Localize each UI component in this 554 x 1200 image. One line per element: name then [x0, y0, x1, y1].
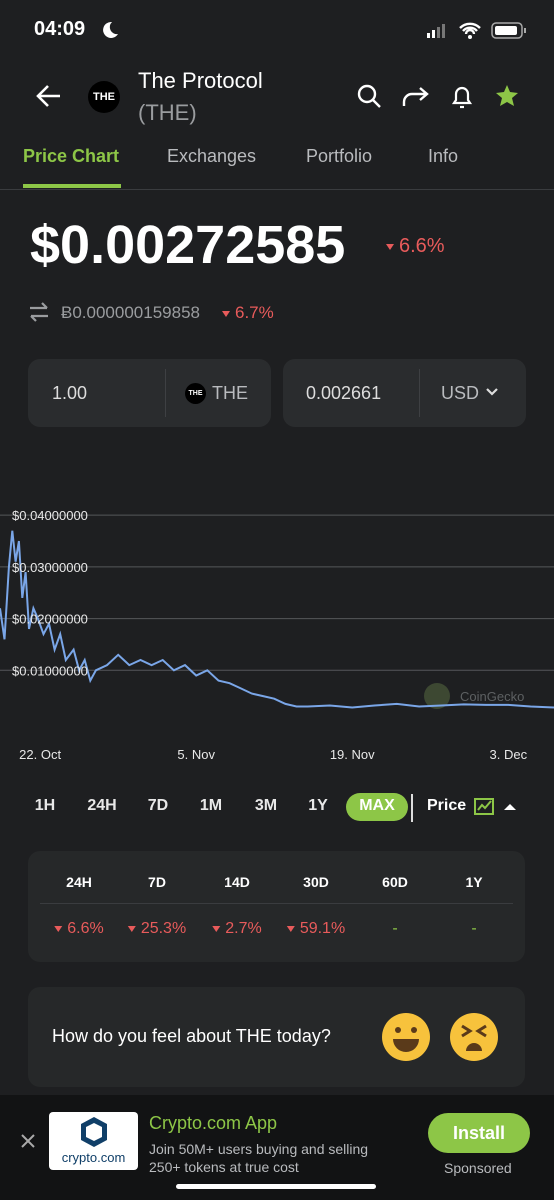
btc-change: 6.7%: [222, 303, 274, 323]
ad-logo-mark: [81, 1117, 107, 1147]
change-cell: -: [392, 920, 397, 938]
coin-logo-small: THE: [185, 383, 206, 404]
btc-change-value: 6.7%: [235, 303, 274, 322]
y-tick-label: $0.03000000: [12, 560, 88, 575]
change-table: [28, 851, 525, 962]
dropdown-icon: [486, 388, 498, 396]
divider: [0, 189, 554, 190]
change-cell: 25.3%: [127, 920, 187, 938]
down-arrow: [127, 925, 136, 932]
tab[interactable]: Portfolio: [306, 146, 373, 166]
change-value: 6.6%: [67, 920, 104, 937]
y-tick-label: $0.04000000: [12, 508, 88, 523]
y-tick-label: $0.02000000: [12, 612, 88, 627]
coin-name: The Protocol: [138, 68, 263, 93]
result-input[interactable]: 0.002661 USD: [283, 359, 526, 427]
range-button[interactable]: 7D: [147, 797, 169, 814]
result: 0.002661: [306, 383, 382, 403]
install-button[interactable]: Install: [428, 1113, 530, 1153]
sentiment-card: How do you feel about THE today?: [28, 987, 525, 1087]
back-button[interactable]: [34, 82, 64, 110]
x-tick-label: 5. Nov: [177, 747, 215, 762]
change-header: 14D: [224, 874, 250, 890]
price-change: 6.6%: [386, 235, 445, 258]
down-arrow: [286, 925, 295, 932]
range-button[interactable]: 3M: [254, 797, 278, 814]
active-range-pill: [346, 793, 408, 821]
separator: [165, 369, 166, 417]
tab[interactable]: Price Chart: [23, 146, 120, 166]
x-tick-label: 19. Nov: [330, 747, 375, 762]
change-header: 7D: [148, 874, 166, 890]
range-button[interactable]: 1M: [199, 797, 223, 814]
watermark: CoinGecko: [460, 689, 524, 704]
currency: USD: [441, 383, 480, 403]
change-cell: 59.1%: [286, 920, 346, 938]
share-button[interactable]: [402, 87, 429, 106]
change-value: -: [392, 920, 398, 937]
change-cell: 2.7%: [212, 920, 262, 938]
sentiment-buttons: [382, 1013, 498, 1061]
ad-banner: crypto.com Crypto.com App Join 50M+ user…: [0, 1095, 554, 1200]
price-chart: CoinGecko $0.01000000 $0.02000000 $0.030000…: [0, 508, 554, 762]
tab[interactable]: Info: [428, 146, 459, 166]
coin-code: THE: [212, 383, 248, 403]
x-tick-label: 3. Dec: [490, 747, 528, 762]
alert-button[interactable]: [451, 86, 473, 109]
separator: [419, 369, 420, 417]
happy-button[interactable]: [382, 1013, 430, 1061]
status-icons: [427, 22, 526, 39]
separator: [411, 794, 413, 822]
tab[interactable]: Exchanges: [167, 146, 257, 166]
btc-price: Ƀ0.000000159858: [61, 303, 200, 322]
range-button[interactable]: 1Y: [308, 797, 328, 814]
sentiment-question: How do you feel about THE today?: [52, 1026, 331, 1046]
ad-text: Join 50M+ users buying and selling 250+ …: [149, 1141, 369, 1175]
coin-symbol: (THE): [138, 100, 197, 125]
amount: 1.00: [52, 383, 88, 403]
sponsored-label: Sponsored: [444, 1160, 512, 1176]
range-button[interactable]: 1H: [34, 797, 56, 814]
favorite-button[interactable]: [496, 85, 518, 106]
home-indicator: [176, 1184, 376, 1189]
change-value: 2.7%: [225, 920, 262, 937]
change-header: 1Y: [465, 874, 483, 890]
change-cell: -: [471, 920, 476, 938]
price-change-value: 6.6%: [399, 235, 445, 257]
change-header: 60D: [382, 874, 408, 890]
change-header: 30D: [303, 874, 329, 890]
divider: [40, 903, 513, 904]
metric-icons: [474, 798, 516, 815]
x-tick-label: 22. Oct: [19, 747, 61, 762]
price-line: [0, 530, 554, 709]
change-value: -: [471, 920, 477, 937]
price: $0.00272585: [30, 215, 346, 275]
search-button[interactable]: [357, 84, 381, 108]
close-ad-button[interactable]: [20, 1133, 36, 1149]
amount-input[interactable]: 1.00 THE THE: [28, 359, 271, 427]
status-time: 04:09: [34, 18, 86, 40]
ad-logo: crypto.com: [49, 1112, 138, 1170]
range-button[interactable]: 24H: [87, 797, 117, 814]
tab-indicator: [23, 184, 121, 188]
metric-select[interactable]: Price: [427, 797, 467, 814]
ad-logo-text: crypto.com: [61, 1150, 126, 1165]
watermark-logo: [424, 683, 450, 709]
down-arrow: [212, 925, 221, 932]
header-actions: [357, 84, 518, 109]
change-value: 25.3%: [140, 920, 187, 937]
change-header: 24H: [66, 874, 92, 890]
sad-button[interactable]: [450, 1013, 498, 1061]
down-arrow: [54, 925, 63, 932]
moon-icon: [103, 21, 118, 38]
y-tick-label: $0.01000000: [12, 663, 88, 678]
change-cell: 6.6%: [54, 920, 104, 938]
ad-title: Crypto.com App: [149, 1113, 278, 1133]
range-button[interactable]: MAX: [359, 797, 395, 814]
coin-logo: THE: [88, 81, 120, 113]
change-value: 59.1%: [299, 920, 346, 937]
swap-icon: [30, 302, 48, 322]
